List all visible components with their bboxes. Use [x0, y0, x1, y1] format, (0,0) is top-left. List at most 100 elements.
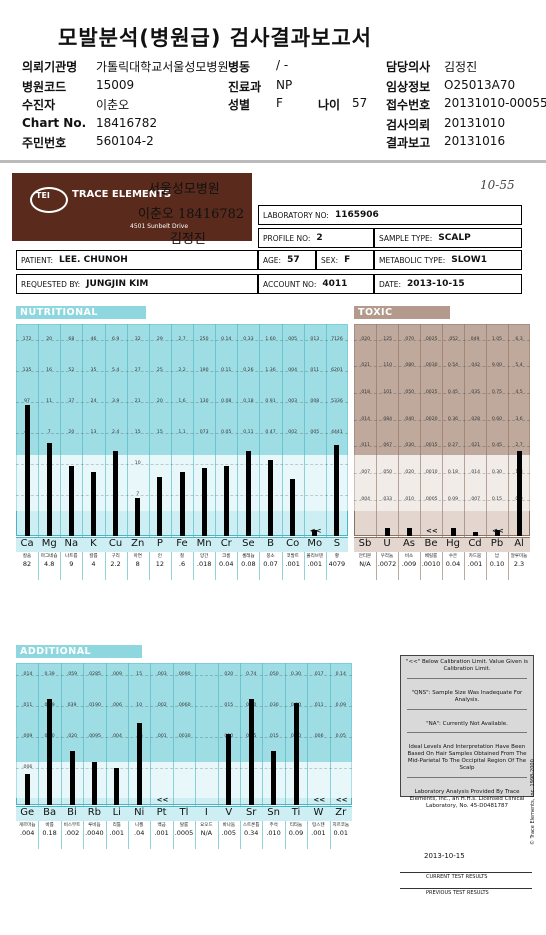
element-symbol: Zr — [329, 806, 352, 821]
header-label: 임상정보 — [386, 80, 431, 94]
element-symbol: Hg — [442, 537, 464, 552]
additional-elements-chart: ADDITIONAL ELEMENTS.014 0.39 .059 .0285 .009… — [16, 645, 352, 867]
result-bar — [494, 529, 500, 536]
element-korean: 니켈 — [135, 823, 144, 828]
scale-label: 0.54 — [447, 363, 459, 369]
column-divider — [464, 324, 465, 580]
scale-label: 5.4 — [111, 367, 120, 373]
scale-label: .011 — [359, 443, 371, 449]
element-value: .010 — [266, 829, 281, 837]
stamp-hospital: 서울성모병원 — [148, 182, 220, 197]
element-value: 4079 — [328, 560, 346, 568]
scale-label: .0090 — [177, 671, 191, 677]
scale-label: 11 — [46, 398, 53, 404]
element-value: 2.3 — [513, 560, 525, 568]
scale-label: 1.05 — [491, 336, 503, 342]
scale-label: 250 — [199, 336, 209, 342]
element-value: 0.10 — [489, 560, 505, 568]
element-korean: 마그네슘 — [40, 554, 58, 559]
current-line — [400, 872, 532, 873]
scale-label: .040 — [403, 416, 415, 422]
logo-address: 4501 Sunbelt Drive — [130, 223, 189, 230]
gridline — [354, 366, 530, 368]
element-korean: 구리 — [111, 554, 120, 559]
lab-no-field: LABORATORY NO: 1165906 — [258, 205, 522, 225]
result-bar — [91, 762, 97, 805]
scale-label: 10 — [136, 702, 143, 708]
scale-label: 29 — [156, 336, 163, 342]
element-value: .001 — [467, 560, 483, 568]
element-korean: 바나듐 — [222, 823, 235, 828]
scale-label: .014 — [359, 416, 371, 422]
element-symbol: Al — [508, 537, 530, 552]
scale-label: 4.5 — [515, 390, 523, 396]
handwritten-note: 10-55 — [480, 178, 515, 192]
scale-label: 0.09 — [447, 496, 459, 502]
column-divider — [329, 663, 331, 849]
scale-label: 37 — [68, 398, 75, 404]
scale-label: .009 — [22, 734, 33, 739]
upper-band — [16, 663, 352, 763]
element-korean: 스트론튬 — [242, 823, 260, 828]
scale-label: 6201 — [331, 367, 343, 373]
element-symbol: Sr — [240, 806, 263, 821]
chart-title: TOXIC ELEMENTS — [354, 306, 450, 331]
element-value: 0.04 — [445, 560, 461, 568]
tei-logo-icon — [30, 187, 68, 213]
column-divider — [237, 324, 239, 580]
scale-label: .050 — [403, 390, 415, 396]
scale-label: 005 — [310, 430, 320, 435]
stamp-doctor: 김정진 — [170, 232, 206, 247]
column-divider — [259, 324, 261, 580]
element-symbol: S — [325, 537, 348, 552]
element-korean: 지르코늄 — [332, 823, 350, 828]
header-label: 접수번호 — [386, 98, 431, 112]
element-value: .04 — [134, 829, 145, 837]
element-korean: 칼슘 — [22, 554, 32, 559]
age-label: 나이 — [318, 98, 341, 112]
scale-label: .015 — [268, 734, 279, 739]
element-value: 0.18 — [42, 829, 57, 837]
scale-label: .110 — [381, 363, 393, 369]
element-korean: 텅스텐 — [312, 823, 325, 828]
scale-label: .017 — [313, 671, 324, 677]
column-divider — [105, 663, 107, 849]
gridline — [354, 446, 530, 448]
result-bar — [312, 529, 318, 536]
element-value: .002 — [64, 829, 80, 837]
element-value: .001 — [307, 560, 323, 568]
result-bar — [271, 751, 277, 805]
element-symbol: V — [217, 806, 240, 821]
trace-elements-logo: TEI TRACE ELEMENTS 4501 Sunbelt Drive — [12, 173, 252, 241]
scale-label: 1.1 — [178, 430, 186, 435]
legend-na: "NA": Currently Not Available. — [426, 720, 508, 727]
sex-field: SEX: F — [316, 250, 374, 270]
scale-label: .010 — [403, 496, 415, 502]
column-divider — [217, 663, 219, 849]
element-symbol: I — [195, 806, 218, 821]
element-korean: 리튬 — [112, 823, 121, 828]
scale-label: .021 — [359, 363, 371, 369]
scale-label: .050 — [268, 671, 279, 677]
gridline — [16, 339, 348, 341]
scale-label: .035 — [469, 390, 481, 396]
element-symbol: W — [307, 806, 330, 821]
scale-label: 005 — [288, 336, 298, 342]
column-divider — [284, 663, 286, 849]
scale-label: 172 — [22, 336, 32, 342]
element-symbol: Cu — [104, 537, 127, 552]
element-korean: 아연 — [133, 554, 142, 559]
logo-name: TRACE ELEMENTS — [72, 189, 172, 200]
column-divider — [508, 324, 509, 580]
gridline — [16, 705, 352, 707]
scale-label: .0030 — [424, 363, 438, 369]
column-divider — [38, 324, 40, 580]
scale-label: 1.60 — [265, 336, 276, 342]
header-value: F — [276, 96, 283, 110]
below-limit-marker: << — [426, 527, 438, 535]
result-bar — [248, 698, 254, 805]
chart-title: NUTRITIONAL ELEMENTS — [16, 306, 146, 331]
result-bar — [201, 468, 207, 536]
column-divider — [104, 324, 106, 580]
column-divider — [126, 324, 128, 580]
